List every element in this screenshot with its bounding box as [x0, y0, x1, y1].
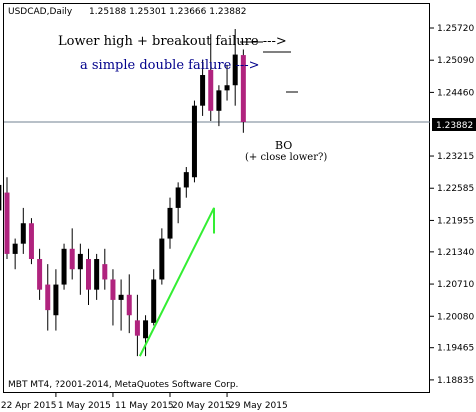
candle-bull	[200, 75, 206, 106]
annotation-lower-high: Lower high + breakout failure --->	[58, 34, 287, 49]
candle-bear	[134, 320, 140, 336]
candle-bear	[240, 55, 246, 123]
candle-bull	[151, 279, 157, 323]
candle-bear	[208, 69, 214, 111]
candle-bull	[94, 259, 100, 290]
candle-bull	[183, 172, 189, 188]
y-tick-label: 1.25720	[437, 24, 474, 34]
candle-bull	[12, 243, 18, 254]
price-tag-box	[432, 118, 476, 131]
candle-bull	[216, 90, 222, 111]
candle-bear	[126, 294, 132, 316]
candle-bull	[175, 187, 181, 208]
x-tick-label: 22 Apr 2015	[1, 401, 57, 411]
x-tick-label: 11 May 2015	[115, 401, 174, 411]
candle-bear	[69, 248, 75, 270]
y-tick-label: 1.24460	[437, 88, 474, 98]
candle-bear	[28, 223, 34, 260]
credit-text: MBT MT4, ?2001-2014, MetaQuotes Software…	[8, 380, 238, 390]
candle-bull	[191, 105, 197, 178]
y-axis: 1.25720 1.25090 1.24460 1.23215 1.22585 1.219…	[430, 24, 474, 386]
y-tick-label: 1.21340	[437, 248, 474, 258]
candles	[0, 29, 246, 357]
annotation-bo: BO	[275, 139, 292, 152]
candle-bear	[37, 259, 43, 290]
x-tick-label: 1 May 2015	[58, 401, 111, 411]
candle-bull	[77, 253, 83, 270]
y-tick-label: 1.20080	[437, 312, 474, 322]
x-tick-label: 29 May 2015	[229, 401, 288, 411]
trend-line	[138, 207, 216, 357]
y-tick-label: 1.21955	[437, 216, 474, 226]
candle-bull	[232, 54, 238, 86]
plot-frame	[3, 3, 430, 393]
candle-bull	[61, 248, 67, 285]
header-symbol: USDCAD,Daily	[8, 7, 73, 17]
candle-bull	[53, 284, 59, 316]
y-tick-label: 1.25090	[437, 56, 474, 66]
candle-bull	[0, 184, 2, 211]
y-tick-label: 1.23215	[437, 152, 474, 162]
y-tick-label: 1.18835	[437, 376, 474, 386]
candle-bull	[159, 238, 165, 280]
y-tick-label: 1.20710	[437, 280, 474, 290]
annotation-double-failure: a simple double failure --->	[80, 58, 260, 73]
candle-bull	[167, 207, 173, 239]
candle-bull	[20, 223, 26, 244]
annotation-close-lower: (+ close lower?)	[245, 152, 327, 163]
y-tick-label: 1.19465	[437, 344, 474, 354]
candle-bull	[143, 320, 149, 339]
header-ohlc: 1.25188 1.25301 1.23666 1.23882	[89, 7, 246, 17]
x-tick-label: 20 May 2015	[172, 401, 231, 411]
candle-bull	[118, 294, 124, 300]
candle-bear	[102, 264, 108, 280]
y-tick-label: 1.22585	[437, 184, 474, 194]
price-tag: 1.23882	[436, 121, 473, 131]
candle-bear	[110, 279, 116, 300]
candle-bear	[4, 192, 10, 254]
candle-bear	[86, 259, 91, 290]
candle-bull	[224, 85, 230, 91]
candle-bear	[45, 284, 51, 311]
